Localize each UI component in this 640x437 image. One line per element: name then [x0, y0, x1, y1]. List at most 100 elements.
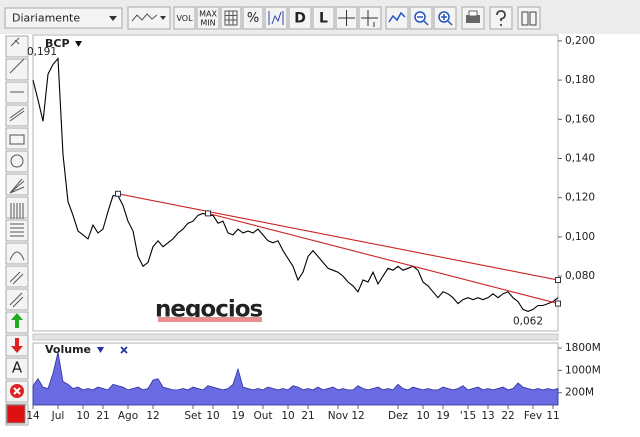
tool-icon — [10, 37, 20, 47]
period-label: Diariamente — [12, 12, 80, 25]
x-tick-label: Fev — [524, 410, 542, 422]
volume-title: Volume — [45, 343, 91, 356]
trendline — [207, 212, 559, 305]
volume-area — [32, 352, 559, 406]
tool-button[interactable] — [5, 150, 29, 173]
vol-label: VOL — [176, 14, 193, 23]
tool-icon — [9, 271, 24, 285]
x-tick-label: 10 — [416, 410, 429, 422]
x-tick-label: 12 — [146, 410, 159, 422]
vol-button[interactable]: VOL — [173, 6, 196, 30]
x-tick-label: 19 — [231, 410, 244, 422]
x-tick-label: 12 — [351, 410, 364, 422]
price-line — [32, 57, 559, 312]
value-annotation: 0,062 — [513, 315, 543, 327]
x-tick-label: 13 — [481, 410, 494, 422]
x-tick-label: 10 — [76, 410, 89, 422]
max-label: MAX — [199, 10, 217, 19]
x-tick-label: 21 — [96, 410, 109, 422]
color-picker[interactable] — [6, 404, 26, 424]
panel-separator[interactable] — [32, 333, 559, 341]
tool-icon — [13, 387, 21, 395]
x-tick-label: 14 — [26, 410, 40, 422]
l-label: L — [319, 11, 328, 27]
tool-button[interactable] — [5, 58, 29, 81]
text-tool-label: A — [12, 359, 23, 377]
tool-icon — [10, 203, 24, 219]
tool-icon — [9, 292, 24, 308]
tool-button[interactable] — [5, 127, 29, 150]
trendline — [117, 193, 559, 281]
y-tick-label: 0,100 — [565, 231, 595, 243]
d-label: D — [294, 11, 306, 27]
y-tick-label: 0,120 — [565, 192, 595, 204]
d-button[interactable]: D — [288, 6, 312, 30]
price-title: BCP — [45, 37, 70, 50]
zoom-in-button[interactable] — [433, 6, 457, 30]
price-menu-arrow[interactable] — [75, 41, 82, 47]
tool-button[interactable] — [5, 35, 29, 58]
price-panel — [32, 34, 559, 332]
print-button[interactable] — [461, 6, 485, 30]
period-select[interactable]: Diariamente — [4, 7, 123, 29]
y-tick-label: 0,180 — [565, 74, 595, 86]
tool-button[interactable] — [5, 357, 29, 380]
crosshair-button[interactable] — [335, 6, 358, 30]
tool-icon — [11, 338, 23, 353]
y-tick-label: 0,080 — [565, 270, 595, 282]
percent-button[interactable]: % — [242, 6, 264, 30]
book-button[interactable] — [517, 6, 541, 30]
chart-type-button[interactable] — [127, 6, 171, 30]
trendline-handle — [115, 190, 121, 197]
tool-icon — [9, 178, 25, 194]
tool-icon — [9, 107, 25, 122]
help-button[interactable] — [489, 6, 513, 30]
chart-style-button[interactable] — [264, 6, 288, 30]
x-tick-label: 22 — [501, 410, 514, 422]
autoscale-button[interactable] — [385, 6, 409, 30]
tool-icon — [10, 154, 24, 168]
x-tick-label: '15 — [460, 410, 476, 422]
tool-button[interactable] — [5, 242, 29, 265]
x-tick-label: 10 — [206, 410, 219, 422]
y-tick-label: 1800M — [565, 342, 601, 354]
y-tick-label: 1000M — [565, 364, 601, 376]
tool-button[interactable] — [5, 265, 29, 288]
y-tick-label: 0,140 — [565, 152, 595, 164]
tool-icon — [10, 223, 24, 237]
volume-menu-arrow[interactable] — [97, 347, 104, 353]
x-tick-label: 19 — [436, 410, 449, 422]
y-tick-label: 200M — [565, 387, 594, 399]
volume-close[interactable] — [120, 346, 128, 354]
x-tick-label: 21 — [301, 410, 314, 422]
tool-icon — [9, 58, 25, 74]
x-tick-label: Ago — [118, 410, 138, 422]
x-tick-label: Nov — [328, 410, 349, 422]
trendline-handle — [205, 210, 211, 217]
percent-label: % — [247, 11, 259, 26]
grid-button[interactable] — [220, 6, 242, 30]
tool-button[interactable] — [5, 219, 29, 242]
tool-icon — [9, 251, 25, 261]
watermark-bar — [158, 317, 262, 322]
tool-icon — [9, 134, 25, 145]
min-label: MIN — [200, 19, 215, 28]
trendline-handle — [555, 277, 561, 284]
zoom-out-button[interactable] — [409, 6, 433, 30]
sidebar — [5, 35, 29, 426]
x-tick-label: Dez — [388, 410, 409, 422]
x-tick-label: Out — [253, 410, 272, 422]
x-tick-label: 11 — [546, 410, 559, 422]
cursor-button[interactable] — [358, 6, 382, 30]
y-tick-label: 0,200 — [565, 35, 595, 47]
value-annotation: 0,191 — [27, 46, 57, 58]
x-tick-label: Jul — [51, 410, 65, 422]
tool-button[interactable] — [5, 288, 29, 311]
x-tick-label: 10 — [281, 410, 294, 422]
x-tick-label: Set — [184, 410, 201, 422]
y-tick-label: 0,160 — [565, 113, 595, 125]
trendline-handle — [555, 300, 561, 307]
l-button[interactable]: L — [312, 6, 335, 30]
